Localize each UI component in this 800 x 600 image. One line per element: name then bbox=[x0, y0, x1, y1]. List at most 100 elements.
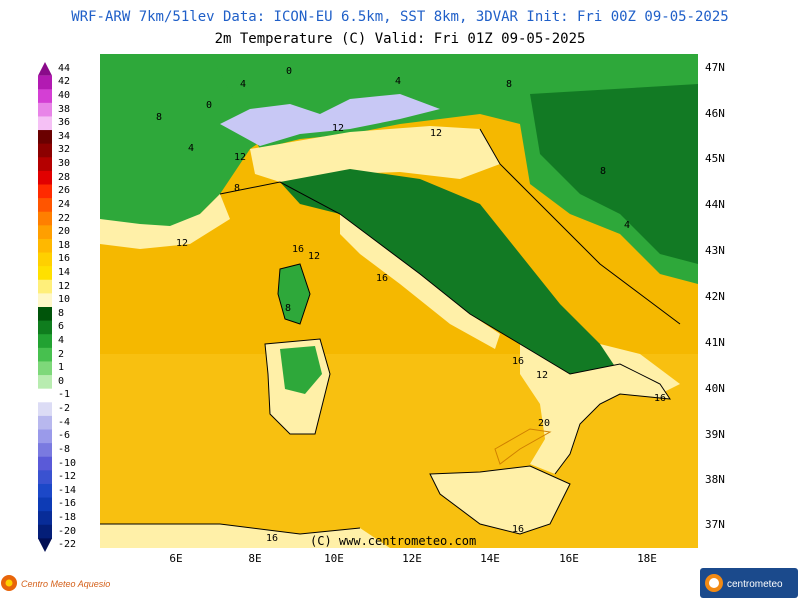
sicily bbox=[430, 466, 570, 534]
legend-label: 2 bbox=[58, 348, 65, 360]
color-scale-legend: 44 42 40 38 36 34 32 30 28 26 24 22 20 18 16 14 12 10 8 6 4 2… bbox=[38, 62, 98, 552]
legend-label: 4 bbox=[58, 335, 65, 347]
legend-label: 44 bbox=[58, 62, 71, 74]
lat-label: 42N bbox=[705, 290, 725, 303]
legend-label: -8 bbox=[58, 443, 71, 455]
contour-label: 8 bbox=[285, 303, 291, 314]
legend-label: 40 bbox=[58, 90, 71, 102]
isotherm-20 bbox=[494, 428, 552, 465]
legend-label: 24 bbox=[58, 198, 71, 210]
legend-swatch bbox=[38, 130, 52, 145]
corsica bbox=[278, 264, 310, 324]
lon-label: 16E bbox=[559, 552, 579, 565]
lat-label: 38N bbox=[705, 473, 725, 486]
legend-label: 1 bbox=[58, 362, 65, 374]
legend-swatch bbox=[38, 293, 52, 308]
contour-label: 0 bbox=[286, 66, 292, 77]
legend-swatch bbox=[38, 361, 52, 376]
contour-label: 20 bbox=[538, 418, 550, 429]
legend-swatch bbox=[38, 252, 52, 267]
legend-swatch bbox=[38, 143, 52, 158]
map-header-model-info: WRF-ARW 7km/51lev Data: ICON-EU 6.5km, S… bbox=[71, 9, 729, 25]
legend-swatch bbox=[38, 279, 52, 294]
legend-swatch bbox=[38, 62, 52, 76]
legend-swatch bbox=[38, 225, 52, 240]
peninsula-west-coast bbox=[340, 214, 500, 349]
lon-label: 8E bbox=[248, 552, 262, 565]
legend-swatch bbox=[38, 402, 52, 417]
contour-label: 16 bbox=[292, 244, 304, 255]
po-valley bbox=[250, 126, 500, 182]
balkans-forest bbox=[530, 84, 698, 264]
legend-swatch bbox=[38, 497, 52, 512]
contour-label: 12 bbox=[308, 251, 320, 262]
legend-label: -1 bbox=[58, 389, 71, 401]
legend-label: 14 bbox=[58, 266, 71, 278]
legend-label: -2 bbox=[58, 403, 71, 415]
lat-label: 44N bbox=[705, 198, 725, 211]
contour-label: 8 bbox=[234, 183, 240, 194]
contour-label: 12 bbox=[332, 123, 344, 134]
contour-label: 4 bbox=[188, 143, 194, 154]
legend-swatch bbox=[38, 102, 52, 117]
tunisia-coast bbox=[100, 524, 390, 548]
contour-label: 16 bbox=[512, 356, 524, 367]
logo-right-text: centrometeo bbox=[727, 579, 783, 590]
lon-label: 6E bbox=[169, 552, 183, 565]
legend-swatch bbox=[38, 157, 52, 172]
legend-label: -14 bbox=[58, 484, 77, 496]
legend-label: 0 bbox=[58, 375, 65, 387]
contour-label: 8 bbox=[600, 166, 606, 177]
contour-label: 16 bbox=[512, 524, 524, 535]
contour-label: 8 bbox=[506, 79, 512, 90]
legend-swatch bbox=[38, 443, 52, 458]
legend-swatch bbox=[38, 89, 52, 104]
legend-swatch bbox=[38, 184, 52, 199]
legend-swatch bbox=[38, 415, 52, 430]
contour-label: 12 bbox=[536, 370, 548, 381]
lat-label: 39N bbox=[705, 428, 725, 441]
alps-cold-zone bbox=[220, 94, 440, 146]
coastline-sardinia bbox=[264, 338, 331, 435]
legend-swatch bbox=[38, 238, 52, 254]
legend-swatch bbox=[38, 470, 52, 485]
legend-label: -16 bbox=[58, 498, 77, 510]
contour-label: 8 bbox=[156, 112, 162, 123]
lat-label: 43N bbox=[705, 244, 725, 257]
legend-swatch bbox=[38, 538, 52, 552]
legend-label: -18 bbox=[58, 511, 77, 523]
legend-label: 28 bbox=[58, 171, 71, 183]
legend-swatch bbox=[38, 320, 52, 335]
legend-swatch bbox=[38, 198, 52, 213]
legend-swatch bbox=[38, 211, 52, 226]
contour-label: 4 bbox=[240, 79, 246, 90]
legend-swatch bbox=[38, 456, 52, 471]
coastline-sicily bbox=[429, 465, 571, 535]
legend-label: -20 bbox=[58, 525, 77, 537]
coastline-italy bbox=[219, 181, 672, 475]
lat-label: 47N bbox=[705, 61, 725, 74]
contour-label: 4 bbox=[395, 76, 401, 87]
legend-swatch bbox=[38, 307, 52, 322]
contour-label: 12 bbox=[430, 128, 442, 139]
contour-label: 16 bbox=[376, 273, 388, 284]
legend-swatch bbox=[38, 266, 52, 281]
contour-label: 0 bbox=[206, 100, 212, 111]
legend-swatch bbox=[38, 347, 52, 362]
legend-label: 26 bbox=[58, 185, 71, 197]
legend-label: 32 bbox=[58, 144, 71, 156]
lat-label: 37N bbox=[705, 518, 725, 531]
legend-label: 34 bbox=[58, 130, 71, 142]
lon-label: 18E bbox=[637, 552, 657, 565]
lat-label: 46N bbox=[705, 107, 725, 120]
lat-label: 41N bbox=[705, 336, 725, 349]
centro-meteo-aquesio-logo: Centro Meteo Aquesio bbox=[1, 575, 110, 591]
lat-label: 45N bbox=[705, 152, 725, 165]
copyright-text: (C) www.centrometeo.com bbox=[310, 534, 477, 548]
legend-label: 18 bbox=[58, 239, 71, 251]
legend-label: 42 bbox=[58, 76, 71, 88]
contour-label: 4 bbox=[624, 220, 630, 231]
legend-swatch bbox=[38, 511, 52, 526]
legend-label: 10 bbox=[58, 294, 71, 306]
sardinia-forest bbox=[280, 346, 322, 394]
